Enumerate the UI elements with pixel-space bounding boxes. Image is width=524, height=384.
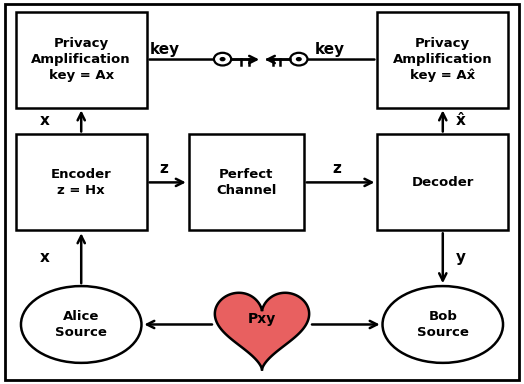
Text: Alice: Alice bbox=[63, 310, 100, 323]
Ellipse shape bbox=[21, 286, 141, 363]
Text: key = Ax̂: key = Ax̂ bbox=[410, 69, 475, 83]
Text: Privacy: Privacy bbox=[53, 37, 109, 50]
Text: Channel: Channel bbox=[216, 184, 277, 197]
FancyBboxPatch shape bbox=[16, 12, 147, 108]
Text: Source: Source bbox=[417, 326, 468, 339]
Text: key: key bbox=[149, 41, 179, 57]
Circle shape bbox=[214, 53, 231, 66]
Text: z: z bbox=[159, 161, 168, 177]
Text: Amplification: Amplification bbox=[31, 53, 131, 66]
Text: Amplification: Amplification bbox=[393, 53, 493, 66]
Text: key = Ax: key = Ax bbox=[49, 69, 114, 82]
Circle shape bbox=[290, 53, 308, 66]
Text: x: x bbox=[40, 113, 49, 129]
Circle shape bbox=[296, 57, 302, 61]
Text: Encoder: Encoder bbox=[51, 168, 112, 181]
Text: x: x bbox=[40, 250, 49, 265]
Text: Privacy: Privacy bbox=[415, 37, 471, 50]
Text: x̂: x̂ bbox=[456, 113, 466, 129]
Text: z: z bbox=[333, 161, 341, 177]
Text: Bob: Bob bbox=[428, 310, 457, 323]
FancyBboxPatch shape bbox=[377, 12, 508, 108]
FancyBboxPatch shape bbox=[189, 134, 304, 230]
Text: z = Hx: z = Hx bbox=[58, 184, 105, 197]
FancyBboxPatch shape bbox=[377, 134, 508, 230]
Ellipse shape bbox=[383, 286, 503, 363]
Text: y: y bbox=[456, 250, 466, 265]
FancyBboxPatch shape bbox=[16, 134, 147, 230]
Text: Source: Source bbox=[56, 326, 107, 339]
Polygon shape bbox=[215, 293, 309, 370]
Text: Perfect: Perfect bbox=[219, 168, 274, 181]
Text: key: key bbox=[314, 41, 344, 57]
Text: Pxy: Pxy bbox=[248, 312, 276, 326]
Text: Decoder: Decoder bbox=[411, 176, 474, 189]
Circle shape bbox=[220, 57, 226, 61]
